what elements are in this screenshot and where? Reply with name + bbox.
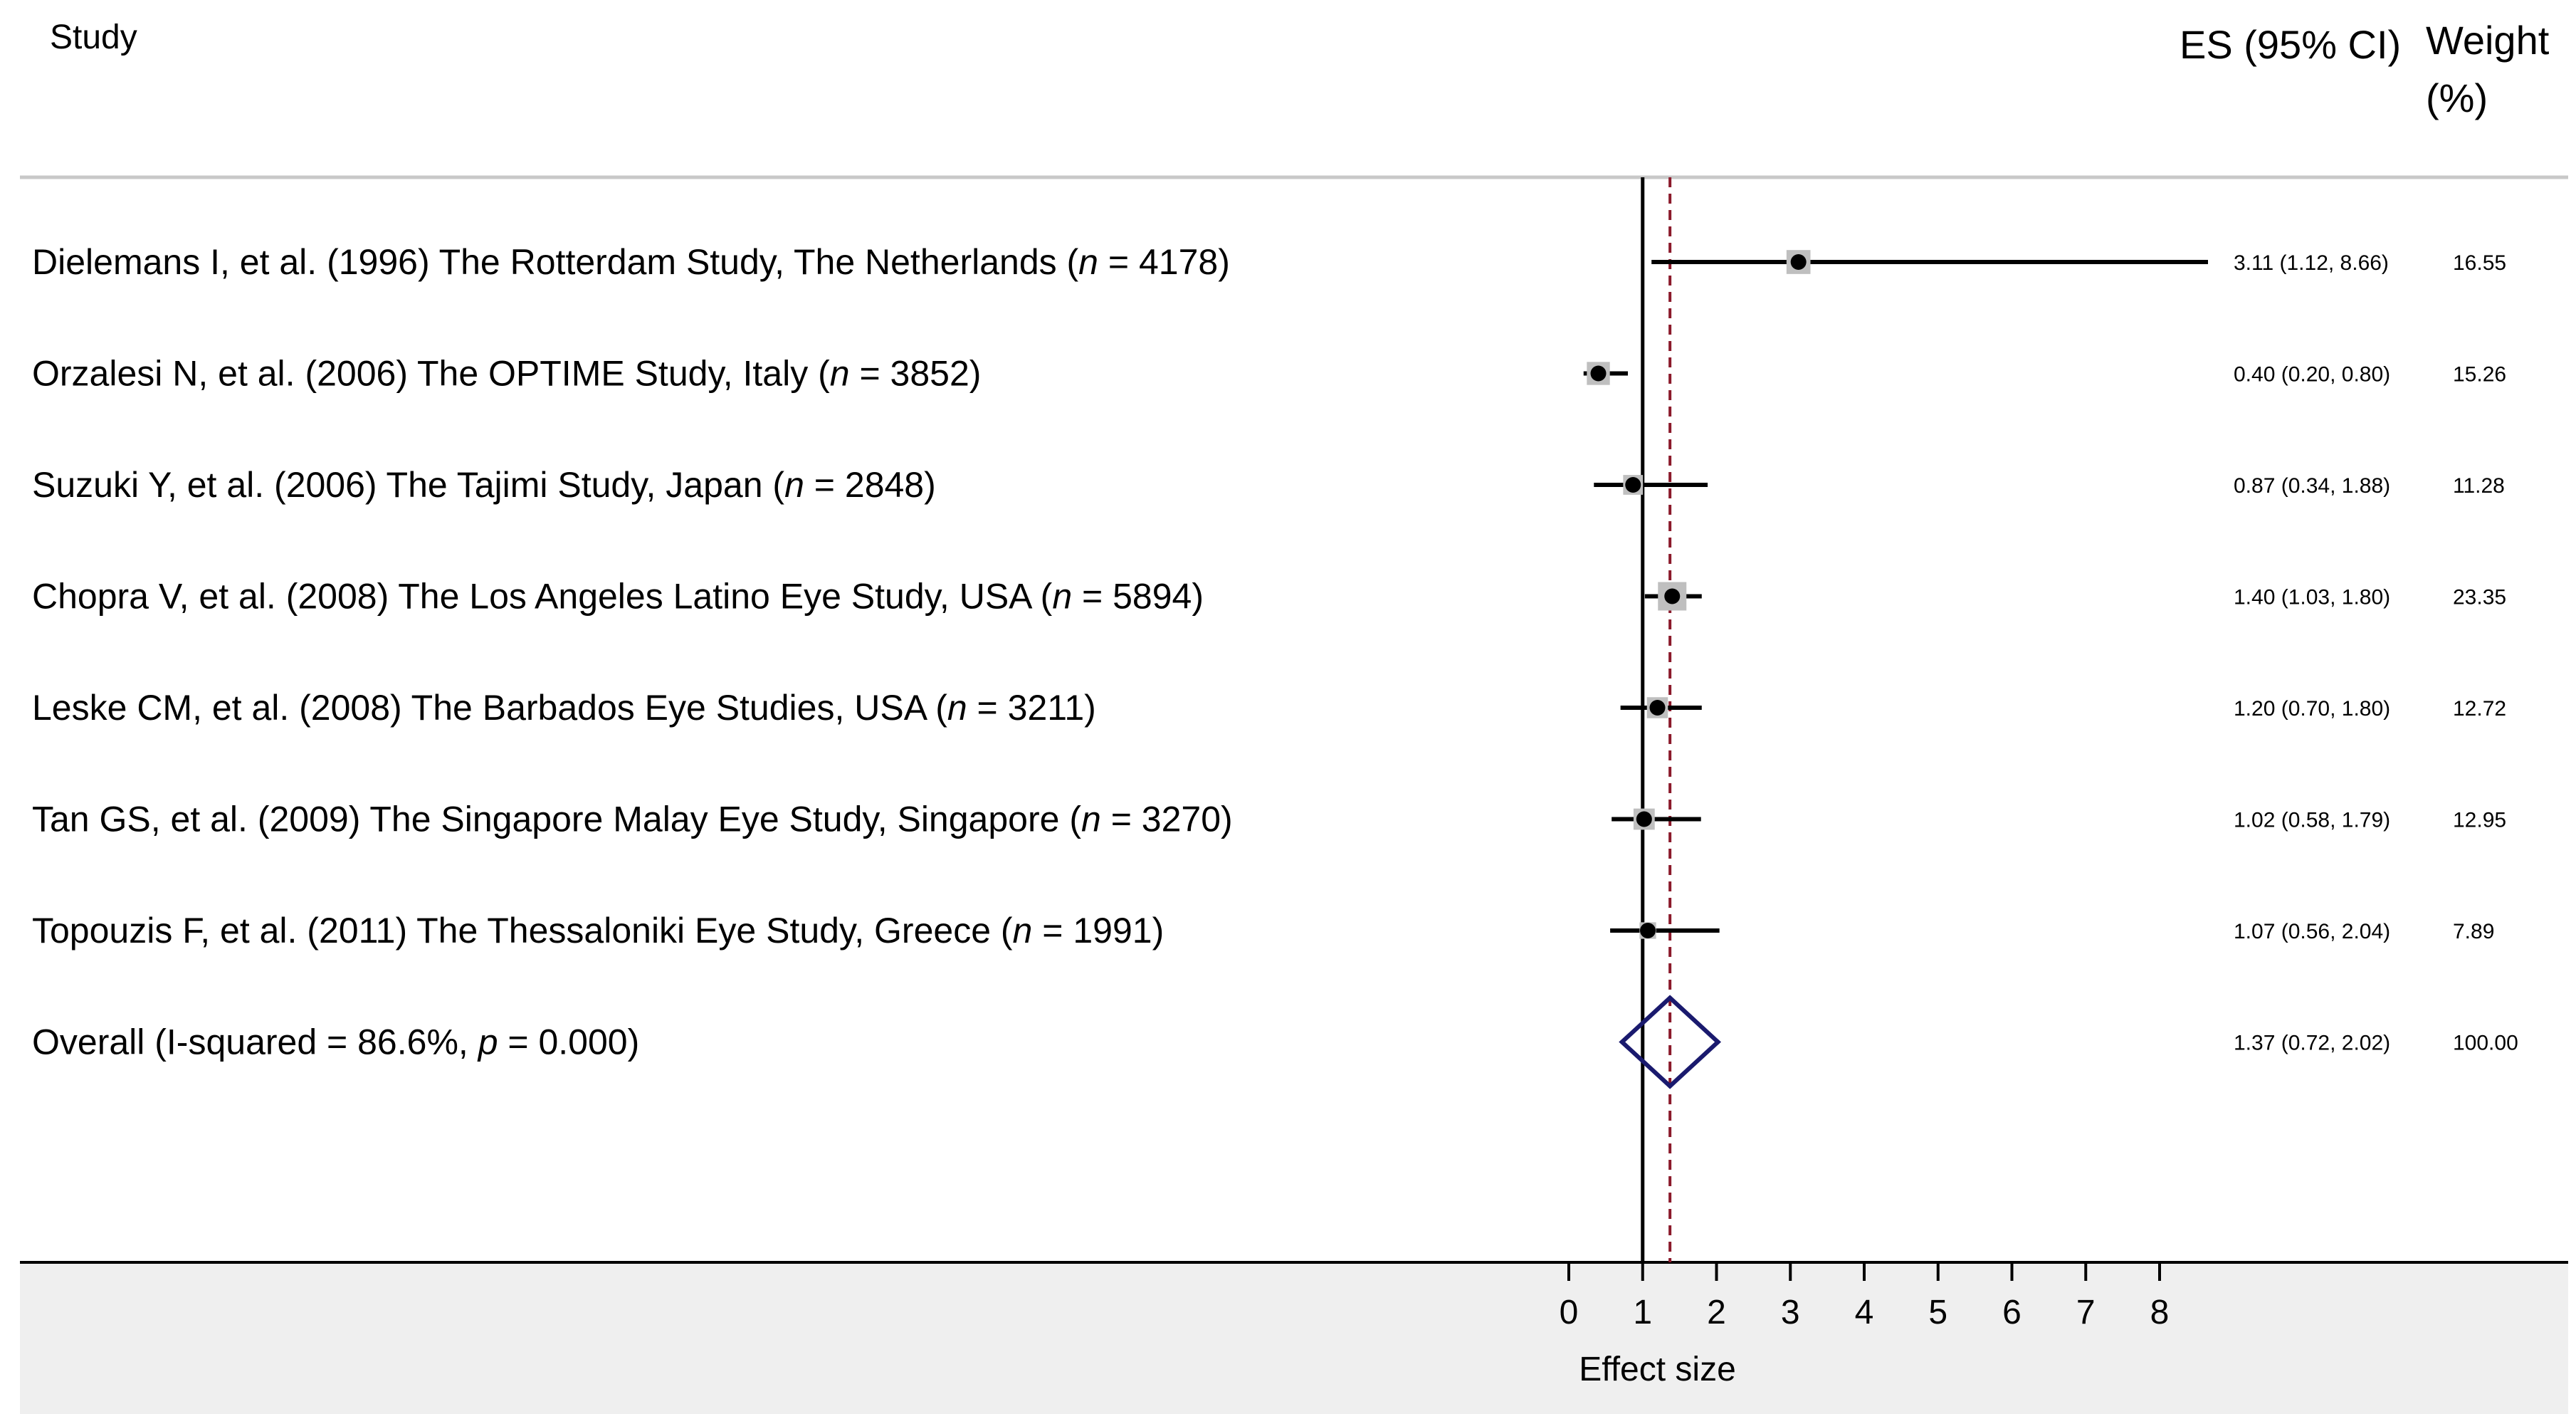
study-n-value: = 5894) (1072, 577, 1204, 617)
study-row: Suzuki Y, et al. (2006) The Tajimi Study… (32, 465, 2505, 505)
study-row: Dielemans I, et al. (1996) The Rotterdam… (32, 242, 2506, 282)
overall-row: Overall (I-squared = 86.6%, p = 0.000) 1.… (32, 995, 2518, 1089)
x-tick-label: 0 (1560, 1294, 1579, 1331)
header-es: ES (95% CI) (2180, 22, 2401, 67)
es-ci-value: 0.40 (0.20, 0.80) (2234, 363, 2390, 387)
x-tick-label: 8 (2150, 1294, 2170, 1331)
study-label: Chopra V, et al. (2008) The Los Angeles … (32, 577, 1204, 617)
x-tick-label: 3 (1781, 1294, 1800, 1331)
study-n-value: = 3852) (850, 354, 982, 394)
point-estimate (1640, 923, 1656, 938)
header-weight-line2: (%) (2426, 75, 2488, 120)
study-n-value: = 4178) (1098, 242, 1230, 282)
point-estimate (1649, 700, 1666, 716)
weight-value: 15.26 (2453, 363, 2506, 387)
study-label: Dielemans I, et al. (1996) The Rotterdam… (32, 242, 1230, 282)
study-row: Topouzis F, et al. (2011) The Thessaloni… (32, 911, 2494, 950)
es-ci-value: 1.02 (0.58, 1.79) (2234, 809, 2390, 832)
study-name: Dielemans I, et al. (1996) The Rotterdam… (32, 242, 1079, 282)
study-n-symbol: n (784, 465, 804, 505)
x-axis-label: Effect size (1579, 1351, 1736, 1388)
weight-value: 11.28 (2453, 474, 2505, 498)
study-n-value: = 3211) (967, 688, 1096, 728)
weight-value: 16.55 (2453, 251, 2506, 275)
study-n-value: = 3270) (1101, 800, 1233, 839)
study-label: Tan GS, et al. (2009) The Singapore Mala… (32, 800, 1233, 839)
study-label: Topouzis F, et al. (2011) The Thessaloni… (32, 911, 1164, 950)
overall-p-symbol: p (477, 1022, 498, 1062)
x-tick-label: 4 (1855, 1294, 1874, 1331)
study-name: Topouzis F, et al. (2011) The Thessaloni… (32, 911, 1013, 950)
reference-lines (1641, 177, 1672, 1262)
point-estimate (1636, 811, 1652, 827)
x-tick-label: 5 (1928, 1294, 1947, 1331)
point-estimate (1625, 477, 1641, 493)
study-n-symbol: n (1081, 800, 1101, 839)
study-n-symbol: n (1052, 577, 1072, 617)
x-tick-label: 7 (2076, 1294, 2096, 1331)
header-study: Study (50, 19, 137, 56)
x-tick-label: 6 (2002, 1294, 2022, 1331)
study-n-symbol: n (830, 354, 850, 394)
weight-value: 23.35 (2453, 586, 2506, 609)
study-label: Suzuki Y, et al. (2006) The Tajimi Study… (32, 465, 936, 505)
study-label: Leske CM, et al. (2008) The Barbados Eye… (32, 688, 1096, 728)
overall-label: Overall (I-squared = 86.6%, p = 0.000) (32, 1022, 639, 1062)
study-name: Tan GS, et al. (2009) The Singapore Mala… (32, 800, 1081, 839)
study-row: Leske CM, et al. (2008) The Barbados Eye… (32, 688, 2506, 728)
weight-value: 12.95 (2453, 809, 2506, 832)
study-name: Leske CM, et al. (2008) The Barbados Eye… (32, 688, 947, 728)
overall-diamond (1619, 995, 1722, 1089)
header-weight-line1: Weight (2426, 18, 2550, 63)
point-estimate (1590, 365, 1607, 382)
es-ci-value: 1.40 (1.03, 1.80) (2234, 586, 2390, 609)
study-name: Suzuki Y, et al. (2006) The Tajimi Study… (32, 465, 784, 505)
overall-weight-value: 100.00 (2453, 1032, 2518, 1055)
x-tick-label: 2 (1707, 1294, 1726, 1331)
study-name: Chopra V, et al. (2008) The Los Angeles … (32, 577, 1053, 617)
x-tick-label: 1 (1633, 1294, 1652, 1331)
axis-band (20, 1262, 2568, 1414)
weight-value: 7.89 (2453, 920, 2494, 943)
es-ci-value: 1.20 (0.70, 1.80) (2234, 697, 2390, 721)
study-rows: Dielemans I, et al. (1996) The Rotterdam… (32, 242, 2506, 950)
es-ci-value: 0.87 (0.34, 1.88) (2234, 474, 2390, 498)
overall-label-text: Overall (I-squared = 86.6%, (32, 1022, 478, 1062)
study-n-symbol: n (1013, 911, 1033, 950)
study-n-symbol: n (947, 688, 967, 728)
study-n-value: = 2848) (804, 465, 936, 505)
overall-p-value: = 0.000) (498, 1022, 640, 1062)
study-n-value: = 1991) (1032, 911, 1164, 950)
study-name: Orzalesi N, et al. (2006) The OPTIME Stu… (32, 354, 830, 394)
es-ci-value: 1.07 (0.56, 2.04) (2234, 920, 2390, 943)
es-ci-value: 3.11 (1.12, 8.66) (2234, 251, 2389, 275)
study-n-symbol: n (1078, 242, 1098, 282)
point-estimate (1790, 254, 1807, 270)
study-row: Tan GS, et al. (2009) The Singapore Mala… (32, 800, 2506, 839)
weight-value: 12.72 (2453, 697, 2506, 721)
study-label: Orzalesi N, et al. (2006) The OPTIME Stu… (32, 354, 981, 394)
overall-es-ci-value: 1.37 (0.72, 2.02) (2234, 1032, 2390, 1055)
study-row: Chopra V, et al. (2008) The Los Angeles … (32, 577, 2506, 617)
x-axis: 0 1 2 3 4 5 6 7 8 Effect size (1560, 1262, 2170, 1388)
study-row: Orzalesi N, et al. (2006) The OPTIME Stu… (32, 354, 2506, 394)
point-estimate (1664, 588, 1681, 604)
